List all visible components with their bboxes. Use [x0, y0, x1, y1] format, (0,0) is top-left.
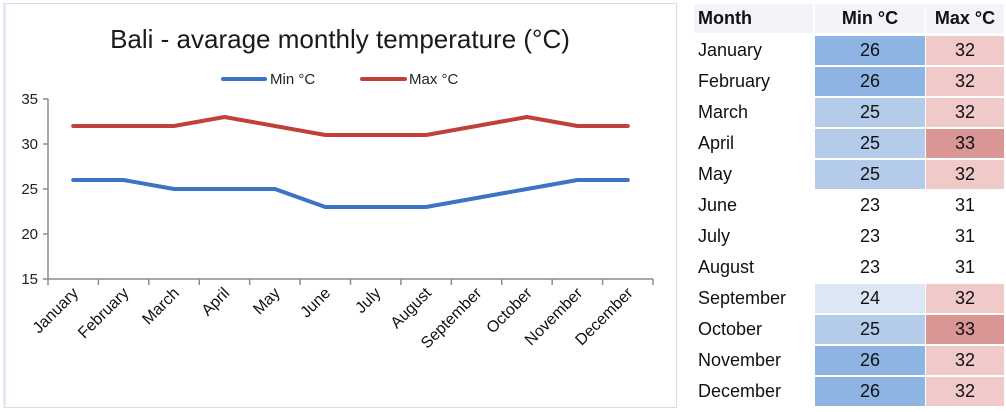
cell-min: 23	[815, 253, 925, 282]
cell-month: October	[698, 319, 763, 339]
table-row: February 26 32	[694, 67, 1005, 98]
axes	[43, 98, 654, 285]
table-row: April 25 33	[694, 129, 1005, 160]
table-header-row: Month Min °C Max °C	[694, 4, 1005, 35]
header-max: Max °C	[926, 4, 1004, 33]
cell-min: 25	[815, 129, 925, 158]
x-tick-label: June	[298, 285, 335, 322]
cell-min: 23	[815, 191, 925, 220]
table-row: August 23 31	[694, 253, 1005, 284]
x-tick-label: February	[75, 285, 132, 342]
series-line-max	[71, 115, 630, 137]
cell-month: January	[698, 40, 763, 60]
table-row: December 26 32	[694, 377, 1005, 408]
cell-max: 32	[926, 67, 1004, 96]
cell-max: 32	[926, 98, 1004, 127]
cell-max: 32	[926, 346, 1004, 375]
cell-month: November	[698, 350, 782, 370]
cell-max: 31	[926, 222, 1004, 251]
cell-month: June	[698, 195, 738, 215]
chart-title: Bali - avarage monthly temperature (°C)	[110, 24, 570, 54]
series-lines	[71, 115, 630, 209]
cell-min: 25	[815, 160, 925, 189]
x-tick-label: August	[388, 284, 436, 332]
x-tick-label: March	[139, 285, 182, 328]
y-tick-label: 35	[21, 91, 38, 108]
table-row: July 23 31	[694, 222, 1005, 253]
cell-min: 25	[815, 315, 925, 344]
cell-month: December	[698, 381, 782, 401]
cell-min: 26	[815, 67, 925, 96]
cell-max: 31	[926, 191, 1004, 220]
cell-month: August	[698, 257, 755, 277]
y-tick-label: 20	[21, 226, 38, 243]
table-row: September 24 32	[694, 284, 1005, 315]
cell-month: February	[698, 71, 771, 91]
header-min: Min °C	[815, 4, 925, 33]
cell-month: May	[698, 164, 733, 184]
table-row: January 26 32	[694, 36, 1005, 67]
table-row: May 25 32	[694, 160, 1005, 191]
x-tick-label: July	[352, 285, 384, 317]
cell-max: 33	[926, 129, 1004, 158]
line-chart: Bali - avarage monthly temperature (°C) …	[21, 24, 654, 352]
legend-label-min: Min °C	[270, 71, 315, 88]
cell-min: 23	[815, 222, 925, 251]
y-axis-labels: 15 20 25 30 35	[21, 91, 38, 288]
cell-month: September	[698, 288, 787, 308]
cell-min: 24	[815, 284, 925, 313]
y-tick-label: 25	[21, 181, 38, 198]
cell-month: March	[698, 102, 749, 122]
legend: Min °C Max °C	[221, 71, 459, 88]
table-row: October 25 33	[694, 315, 1005, 346]
cell-min: 26	[815, 377, 925, 406]
cell-min: 26	[815, 36, 925, 65]
cell-max: 31	[926, 253, 1004, 282]
cell-min: 25	[815, 98, 925, 127]
cell-max: 32	[926, 284, 1004, 313]
table-row: November 26 32	[694, 346, 1005, 377]
x-tick-label: May	[250, 285, 283, 318]
table-row: June 23 31	[694, 191, 1005, 222]
cell-max: 32	[926, 36, 1004, 65]
table-row: March 25 32	[694, 98, 1005, 129]
cell-max: 32	[926, 377, 1004, 406]
series-line-min	[71, 178, 630, 209]
cell-max: 33	[926, 315, 1004, 344]
x-tick-label: January	[30, 285, 82, 337]
cell-min: 26	[815, 346, 925, 375]
y-tick-label: 15	[21, 271, 38, 288]
cell-month: April	[698, 133, 735, 153]
y-tick-label: 30	[21, 136, 38, 153]
legend-label-max: Max °C	[409, 71, 459, 88]
cell-max: 32	[926, 160, 1004, 189]
header-month: Month	[694, 4, 813, 33]
x-tick-label: April	[199, 285, 234, 320]
x-tick-label: October	[484, 284, 537, 337]
cell-month: July	[698, 226, 731, 246]
